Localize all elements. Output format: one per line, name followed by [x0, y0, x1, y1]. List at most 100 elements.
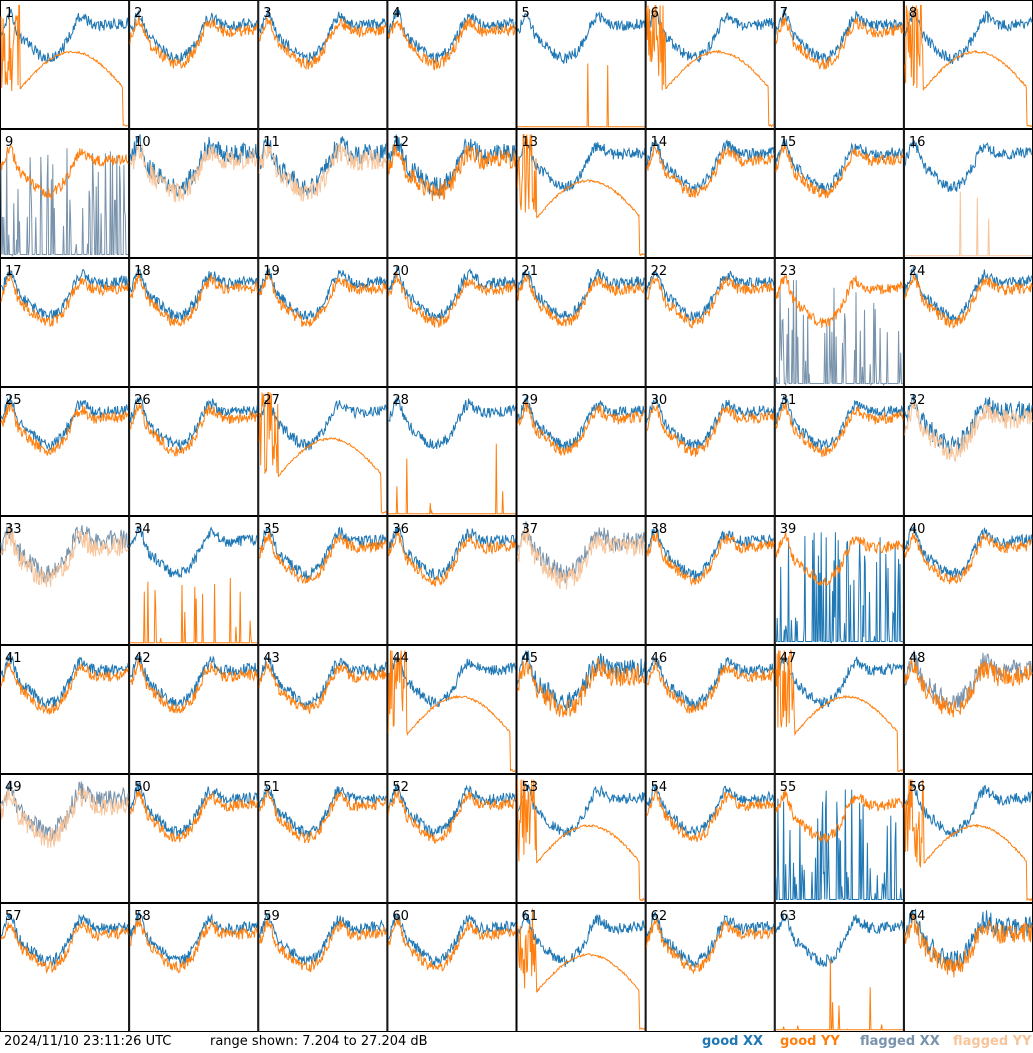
- panel-number: 55: [780, 780, 797, 795]
- trace-yy: [646, 5, 775, 128]
- panel-number: 17: [5, 264, 22, 279]
- panel-39: 39: [774, 516, 904, 645]
- trace-yy: [775, 788, 904, 844]
- panel-frame: [774, 129, 904, 258]
- trace-yy: [129, 402, 258, 457]
- trace-xx: [646, 8, 775, 63]
- trace-xx: [0, 780, 129, 842]
- panel-number: 38: [651, 522, 668, 537]
- panel-frame: [258, 0, 388, 129]
- panel-frame: [645, 516, 775, 645]
- panel-number: 59: [263, 909, 280, 924]
- panel-20: 20: [387, 258, 517, 387]
- trace-yy: [517, 274, 646, 327]
- trace-yy: [517, 779, 645, 902]
- panel-number: 28: [392, 393, 409, 408]
- panel-number: 1: [5, 6, 13, 21]
- panel-frame: [645, 774, 775, 903]
- trace-yy: [258, 17, 387, 71]
- panel-8: 8: [903, 0, 1033, 129]
- trace-yy: [517, 134, 645, 257]
- panel-frame: [387, 0, 517, 129]
- legend-good-xx: good XX: [702, 1034, 764, 1049]
- trace-xx: [258, 135, 387, 196]
- legend-flagged-yy: flagged YY: [953, 1034, 1032, 1049]
- timestamp-text: 2024/11/10 23:11:26 UTC: [4, 1034, 172, 1049]
- panel-number: 3: [263, 6, 271, 21]
- panel-42: 42: [129, 645, 259, 774]
- panel-frame: [387, 387, 517, 516]
- trace-yy: [387, 18, 516, 71]
- trace-xx: [387, 913, 516, 967]
- panel-14: 14: [645, 129, 775, 258]
- trace-yy: [0, 921, 129, 974]
- panel-number: 50: [134, 780, 151, 795]
- trace-yy: [130, 791, 258, 843]
- panel-27: 27: [258, 387, 388, 516]
- trace-yy: [646, 276, 775, 329]
- panel-number: 21: [522, 264, 539, 279]
- panel-38: 38: [645, 516, 775, 645]
- trace-yy: [387, 271, 516, 328]
- trace-xx: [0, 148, 129, 257]
- panel-54: 54: [645, 774, 775, 903]
- trace-yy: [517, 657, 646, 718]
- panel-55: 55: [774, 774, 904, 903]
- trace-xx: [517, 268, 646, 321]
- panel-number: 52: [392, 780, 409, 795]
- panel-number: 48: [909, 651, 926, 666]
- panel-number: 43: [263, 651, 280, 666]
- trace-yy: [0, 5, 129, 127]
- trace-xx: [129, 9, 258, 65]
- panel-number: 11: [263, 135, 280, 150]
- trace-yy: [0, 788, 129, 849]
- trace-yy: [904, 5, 1033, 128]
- panel-number: 26: [134, 393, 151, 408]
- panel-number: 49: [5, 780, 22, 795]
- panel-frame: [129, 645, 259, 774]
- trace-yy: [646, 145, 774, 198]
- panel-3: 3: [258, 0, 388, 129]
- trace-xx: [517, 394, 645, 451]
- panel-32: 32: [903, 387, 1033, 516]
- panel-34: 34: [129, 516, 259, 645]
- trace-xx: [258, 912, 387, 966]
- panel-number: 4: [392, 6, 400, 21]
- trace-yy: [387, 917, 516, 972]
- trace-yy: [129, 144, 258, 203]
- trace-xx: [0, 8, 129, 64]
- trace-xx: [646, 527, 774, 582]
- trace-xx: [387, 656, 516, 708]
- panel-number: 25: [5, 393, 22, 408]
- trace-yy: [258, 140, 387, 202]
- panel-number: 63: [780, 909, 797, 924]
- trace-yy: [258, 272, 387, 328]
- panel-frame: [774, 387, 904, 516]
- panel-number: 7: [780, 6, 788, 21]
- panel-13: 13: [516, 129, 646, 258]
- trace-xx: [388, 396, 516, 450]
- panel-37: 37: [516, 516, 646, 645]
- panel-30: 30: [645, 387, 775, 516]
- panel-18: 18: [129, 258, 259, 387]
- panel-frame: [645, 645, 775, 774]
- panel-24: 24: [903, 258, 1033, 387]
- trace-yy: [387, 143, 516, 202]
- panel-61: 61: [516, 903, 646, 1032]
- trace-yy: [904, 532, 1033, 585]
- panel-number: 33: [5, 522, 22, 537]
- panel-49: 49: [0, 774, 130, 903]
- trace-xx: [646, 139, 775, 194]
- panel-51: 51: [258, 774, 388, 903]
- trace-yy: [646, 532, 775, 587]
- trace-xx: [129, 911, 258, 966]
- trace-yy: [775, 145, 904, 199]
- panel-50: 50: [129, 774, 259, 903]
- panel-number: 40: [909, 522, 926, 537]
- trace-xx: [775, 395, 904, 451]
- trace-yy: [129, 273, 258, 327]
- trace-xx: [646, 656, 775, 710]
- panel-frame: [258, 258, 388, 387]
- trace-yy: [904, 914, 1033, 978]
- panel-11: 11: [258, 129, 388, 258]
